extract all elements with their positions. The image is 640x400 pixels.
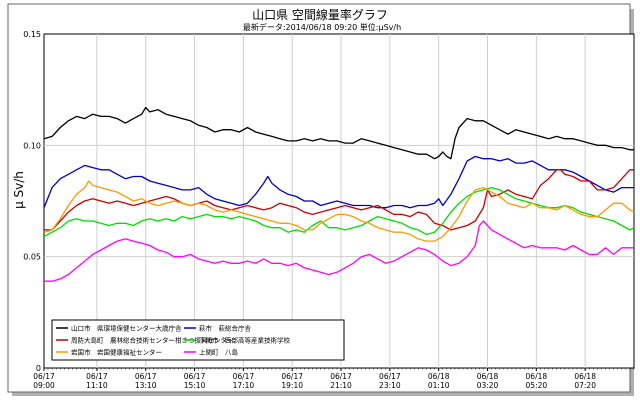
x-tick-date: 06/17 xyxy=(330,372,352,381)
x-tick-time: 21:10 xyxy=(330,381,352,390)
y-tick-label: 0.10 xyxy=(23,141,41,150)
x-axis-ticks: 06/1709:0006/1711:1006/1713:1006/1715:10… xyxy=(33,368,635,390)
y-axis-label: μ Sv/h xyxy=(12,171,26,209)
x-tick-date: 06/17 xyxy=(184,372,206,381)
legend-box xyxy=(51,319,345,361)
legend-entry: 周防大島町 農林総合技術センター柑きつ振興センター xyxy=(71,336,234,345)
y-tick-label-zero: 0 xyxy=(36,364,41,373)
legend-entry: 岩国市 岩国健康福祉センター xyxy=(71,348,162,357)
series-line-0 xyxy=(43,106,634,160)
x-tick-date: 06/18 xyxy=(428,372,450,381)
x-tick-time: 19:10 xyxy=(281,381,303,390)
x-tick-date: 06/18 xyxy=(477,372,499,381)
legend-entry: 萩市 萩総合庁舎 xyxy=(199,324,252,333)
x-tick-time: 07:20 xyxy=(574,381,596,390)
y-axis-ticks: 0.05 0.10 0.15 0 xyxy=(23,30,41,373)
x-tick-time: 05:20 xyxy=(526,381,548,390)
legend-entry: 山口市 県環境保健センター大歳庁舎 xyxy=(71,324,182,333)
x-tick-time: 03:20 xyxy=(477,381,499,390)
grid-lines xyxy=(44,34,634,368)
series-line-2 xyxy=(44,169,634,231)
x-tick-time: 23:10 xyxy=(379,381,401,390)
x-tick-date: 06/17 xyxy=(86,372,108,381)
x-tick-time: 17:10 xyxy=(233,381,255,390)
x-tick-date: 06/17 xyxy=(281,372,303,381)
x-tick-time: 13:10 xyxy=(135,381,157,390)
series-line-4 xyxy=(43,180,635,242)
x-tick-date: 06/18 xyxy=(526,372,548,381)
y-tick-label: 0.15 xyxy=(23,30,41,39)
chart-subtitle: 最新データ:2014/06/18 09:20 単位:μSv/h xyxy=(243,22,401,32)
x-tick-date: 06/17 xyxy=(379,372,401,381)
series-line-1 xyxy=(43,155,634,209)
series-line-3 xyxy=(43,186,635,238)
legend-entry: 下関市 西部高等産業技術学校 xyxy=(199,336,291,345)
chart-title: 山口県 空間線量率グラフ xyxy=(252,7,388,22)
x-tick-date: 06/17 xyxy=(33,372,55,381)
x-tick-date: 06/17 xyxy=(135,372,157,381)
x-tick-date: 06/17 xyxy=(233,372,255,381)
series-line-5 xyxy=(44,220,634,282)
x-tick-time: 15:10 xyxy=(184,381,206,390)
y-tick-label: 0.05 xyxy=(23,253,41,262)
x-tick-time: 11:10 xyxy=(86,381,108,390)
legend-entry: 上関町 八島 xyxy=(199,348,239,357)
series-lines xyxy=(43,106,635,282)
x-tick-time: 01:10 xyxy=(428,381,450,390)
x-tick-time: 09:00 xyxy=(33,381,55,390)
x-tick-date: 06/18 xyxy=(574,372,596,381)
